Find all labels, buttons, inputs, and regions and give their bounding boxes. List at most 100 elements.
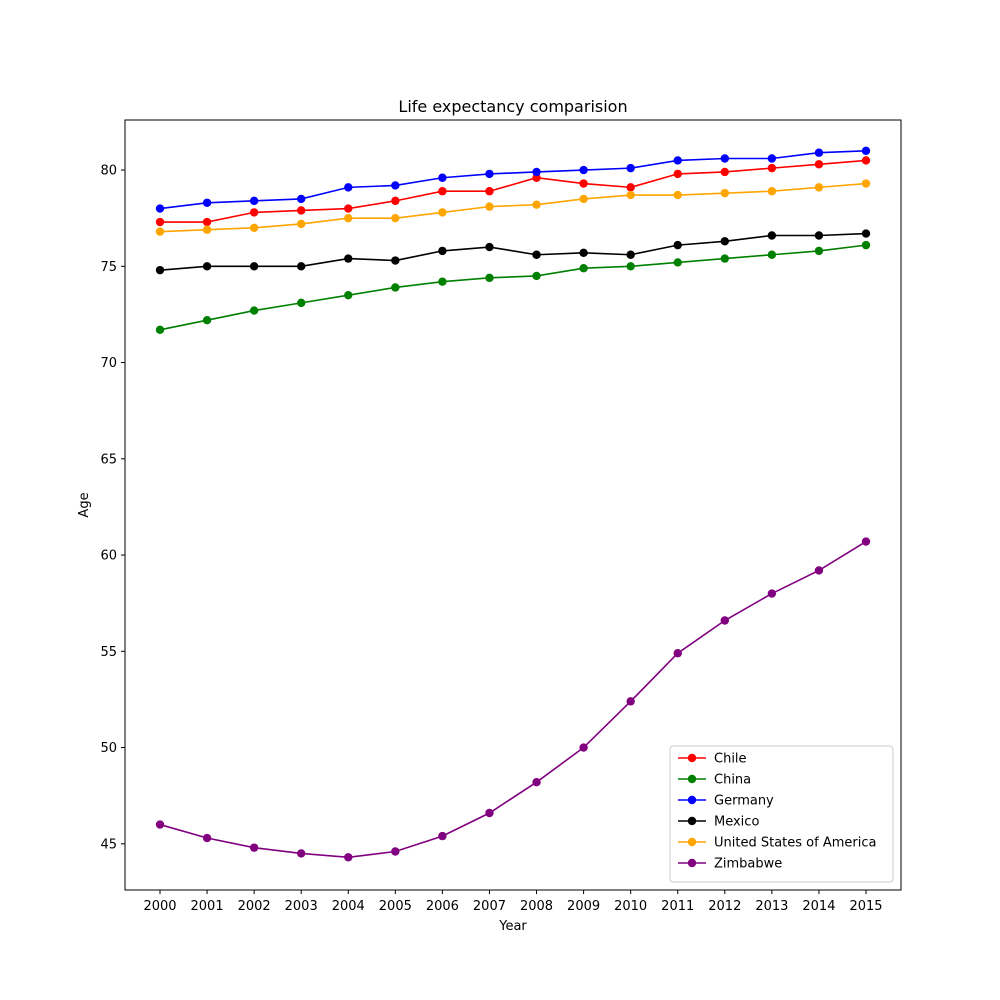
data-point-zimbabwe (861, 537, 871, 546)
data-point-china (155, 325, 165, 335)
legend-label: United States of America (714, 836, 876, 851)
data-point-united-states-of-america (391, 213, 400, 223)
y-tick-label: 75 (100, 260, 117, 275)
data-point-chile (391, 196, 400, 206)
data-point-zimbabwe (673, 649, 682, 658)
x-tick-label: 2010 (614, 899, 647, 914)
legend-label: Mexico (714, 815, 759, 830)
y-tick-label: 80 (100, 164, 117, 179)
data-point-germany (720, 154, 729, 163)
data-point-chile (155, 217, 165, 227)
x-tick-label: 2002 (238, 899, 271, 914)
x-tick-label: 2011 (661, 899, 694, 914)
data-point-united-states-of-america (249, 223, 259, 232)
data-point-mexico (485, 242, 494, 252)
legend-swatch-marker (687, 774, 697, 784)
data-point-mexico (202, 262, 212, 271)
legend-item-germany: Germany (678, 794, 774, 809)
y-tick-label: 60 (100, 549, 117, 564)
data-point-china (767, 250, 777, 259)
axis-ticks: 2000 2001 2002 2003 2004 2005 2006 2007 2008 2009… (100, 164, 882, 914)
data-point-germany (438, 173, 447, 182)
legend: Chile China Germany Mexico United States of … (669, 745, 894, 883)
data-point-zimbabwe (626, 697, 635, 706)
data-point-china (391, 283, 400, 292)
y-tick-label: 50 (100, 741, 117, 756)
data-point-chile (249, 208, 259, 217)
data-point-united-states-of-america (344, 213, 353, 223)
data-point-chile (720, 167, 729, 177)
series-line-china (159, 244, 867, 331)
legend-item-united-states-of-america: United States of America (678, 836, 876, 851)
data-point-china (297, 298, 306, 308)
data-point-china (626, 262, 635, 271)
x-tick-label: 2015 (849, 899, 882, 914)
data-point-chile (438, 187, 447, 196)
data-point-china (485, 273, 494, 283)
data-point-zimbabwe (814, 566, 824, 575)
data-point-zimbabwe (767, 589, 777, 598)
data-point-united-states-of-america (155, 227, 165, 236)
x-tick-label: 2000 (143, 899, 176, 914)
data-point-mexico (579, 248, 588, 258)
data-point-mexico (861, 229, 871, 238)
data-point-chile (861, 156, 871, 165)
data-point-united-states-of-america (297, 219, 306, 229)
series-mexico (155, 229, 871, 275)
data-point-chile (767, 163, 777, 173)
data-point-united-states-of-america (673, 190, 682, 200)
data-point-germany (579, 165, 588, 175)
data-point-united-states-of-america (861, 179, 871, 188)
data-point-china (438, 277, 447, 286)
data-point-united-states-of-america (720, 188, 729, 198)
series-united-states-of-america (155, 179, 871, 236)
series-chile (155, 156, 871, 227)
data-point-chile (297, 206, 306, 215)
data-point-mexico (720, 237, 729, 246)
chart-title: Life expectancy comparision (398, 97, 627, 116)
data-point-chile (344, 204, 353, 213)
data-point-zimbabwe (297, 849, 306, 858)
data-point-germany (202, 198, 212, 207)
legend-item-chile: Chile (678, 752, 747, 767)
series-zimbabwe (155, 537, 871, 862)
data-point-germany (249, 196, 259, 206)
data-point-china (814, 246, 824, 256)
data-point-germany (155, 204, 165, 213)
data-point-mexico (673, 240, 682, 250)
series-germany (155, 146, 871, 213)
data-point-zimbabwe (579, 743, 588, 752)
data-point-united-states-of-america (438, 208, 447, 217)
data-point-united-states-of-america (579, 194, 588, 204)
data-point-united-states-of-america (626, 190, 635, 200)
data-point-germany (297, 194, 306, 204)
data-point-china (202, 316, 212, 325)
data-point-germany (814, 148, 824, 157)
legend-label: China (714, 773, 751, 788)
data-point-united-states-of-america (532, 200, 541, 209)
data-point-chile (485, 187, 494, 196)
data-point-chile (673, 169, 682, 179)
data-point-mexico (438, 246, 447, 256)
x-tick-label: 2006 (426, 899, 459, 914)
data-point-zimbabwe (485, 808, 494, 818)
data-point-china (249, 306, 259, 315)
data-point-united-states-of-america (485, 202, 494, 211)
data-point-mexico (391, 256, 400, 265)
data-point-zimbabwe (155, 820, 165, 829)
x-tick-label: 2007 (473, 899, 506, 914)
data-point-zimbabwe (532, 778, 541, 787)
data-point-chile (814, 160, 824, 169)
data-point-zimbabwe (344, 853, 353, 862)
data-point-chile (579, 179, 588, 188)
data-point-chile (626, 183, 635, 192)
series-line-mexico (159, 232, 867, 271)
series-line-chile (160, 159, 867, 223)
data-point-germany (532, 167, 541, 177)
x-tick-label: 2008 (520, 899, 553, 914)
data-point-germany (485, 169, 494, 179)
data-point-germany (767, 154, 777, 163)
data-point-china (579, 264, 588, 273)
data-point-china (673, 258, 682, 267)
